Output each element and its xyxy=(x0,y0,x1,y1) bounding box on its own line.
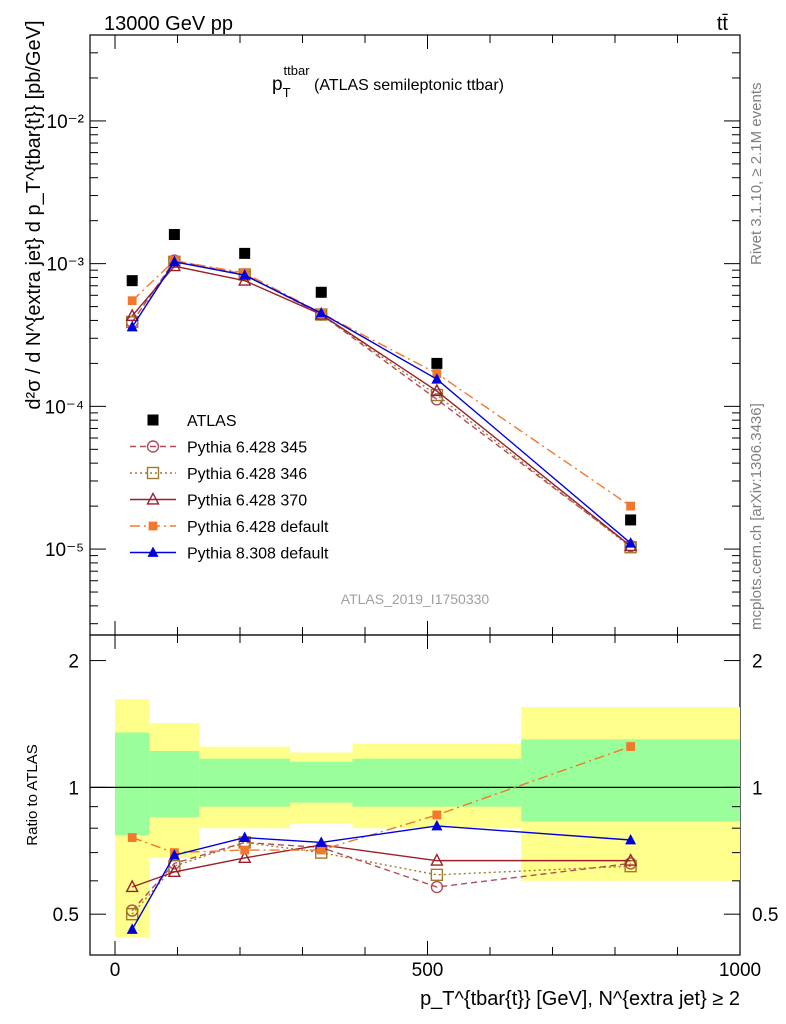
point-filled-triangle xyxy=(168,849,180,860)
plot-title: pTttbar (ATLAS semileptonic ttbar) xyxy=(272,63,504,100)
series-line xyxy=(131,259,632,507)
x-tick-label: 0 xyxy=(110,960,121,981)
main-series xyxy=(125,229,638,554)
ratio-y-tick-label: 0.5 xyxy=(53,905,79,926)
point-filled-triangle xyxy=(147,546,159,557)
point-open-triangle xyxy=(623,853,638,866)
point-filled-square xyxy=(127,296,137,306)
point-filled-triangle xyxy=(239,269,251,280)
legend-label: Pythia 6.428 345 xyxy=(187,440,307,457)
point-open-circle xyxy=(430,880,444,894)
point-open-triangle xyxy=(238,850,252,864)
process-label: tt̄ xyxy=(717,13,729,35)
point-filled-triangle xyxy=(239,831,251,842)
plot-title-sup: ttbar xyxy=(284,63,311,78)
x-axis-label: p_T^{tbar{t}} [GeV], N^{extra jet} ≥ 2 xyxy=(420,988,740,1010)
ratio-ylabel: Ratio to ATLAS xyxy=(24,744,41,845)
main-y-tick-label: 10⁻³ xyxy=(47,255,85,276)
analysis-id: ATLAS_2019_I1750330 xyxy=(341,591,490,607)
point-filled-triangle xyxy=(126,320,138,332)
point-filled-square xyxy=(626,501,636,511)
point-open-triangle xyxy=(125,879,139,893)
axis-ticks: 0 500 1000 10⁻² 10⁻³ 10⁻⁴ 10⁻⁵ 0.5 0.5 1 1 2 2 xyxy=(45,34,778,981)
main-ylabel: d²σ / d N^{extra jet} d p_T^{tbar{t}} [p… xyxy=(23,20,45,409)
point-open-triangle xyxy=(430,853,444,866)
data-point xyxy=(126,275,138,287)
point-filled-triangle xyxy=(431,373,443,384)
data-point xyxy=(431,357,443,369)
point-filled-triangle xyxy=(168,255,180,267)
legend-label: Pythia 6.428 default xyxy=(187,519,329,536)
x-tick-label: 500 xyxy=(412,960,444,981)
data-point xyxy=(239,247,251,259)
series-line xyxy=(131,265,632,547)
plot-title-sub: T xyxy=(283,85,291,100)
point-filled-triangle xyxy=(625,833,637,845)
point-open-square xyxy=(125,907,139,921)
ratio-series-line xyxy=(131,745,631,854)
point-filled-triangle xyxy=(126,923,138,934)
ratio-y-tick-label: 2 xyxy=(68,652,79,673)
point-filled-triangle xyxy=(625,537,637,548)
beam-label: 13000 GeV pp xyxy=(104,13,233,35)
point-open-triangle xyxy=(238,273,252,286)
data-point xyxy=(168,229,180,241)
mcplots-label: mcplots.cern.ch [arXiv:1306.3436] xyxy=(748,403,765,630)
main-y-tick-label: 10⁻⁴ xyxy=(45,397,84,418)
data-point xyxy=(315,286,327,298)
point-filled-triangle xyxy=(431,819,443,831)
point-filled-square xyxy=(240,845,250,855)
point-open-square xyxy=(430,868,444,882)
ratio-series-line xyxy=(131,825,631,930)
band-inner xyxy=(149,750,200,818)
data-point xyxy=(625,514,637,526)
uncertainty-bands xyxy=(115,699,740,938)
data-point xyxy=(147,414,159,426)
point-filled-triangle xyxy=(315,836,327,847)
ratio-y-tick-label: 0.5 xyxy=(752,905,778,926)
band-inner xyxy=(290,761,353,803)
point-open-triangle xyxy=(125,308,139,322)
point-open-triangle xyxy=(167,864,182,877)
plot-title-rest: (ATLAS semileptonic ttbar) xyxy=(310,77,504,94)
point-filled-square xyxy=(127,833,137,842)
point-open-square xyxy=(146,466,160,480)
point-open-circle xyxy=(146,440,160,453)
point-filled-square xyxy=(148,521,158,531)
legend-label: Pythia 6.428 370 xyxy=(187,493,307,510)
point-filled-square xyxy=(316,845,326,855)
ratio-series-line xyxy=(131,841,631,915)
ratio-y-tick-label: 2 xyxy=(752,652,763,673)
ratio-y-tick-label: 1 xyxy=(68,778,79,799)
ratio-y-tick-label: 1 xyxy=(752,778,763,799)
point-open-triangle xyxy=(146,491,160,505)
point-filled-square xyxy=(626,742,636,751)
band-inner xyxy=(352,758,522,807)
legend: ATLAS Pythia 6.428 345 Pythia 6.428 346 Pyt… xyxy=(130,413,329,563)
point-open-triangle xyxy=(430,383,444,397)
series-line xyxy=(131,261,632,544)
legend-label: ATLAS xyxy=(187,413,237,430)
band-inner xyxy=(199,758,290,807)
legend-label: Pythia 6.428 346 xyxy=(187,466,307,483)
ratio-series-line xyxy=(131,841,631,912)
main-y-tick-label: 10⁻² xyxy=(47,112,85,133)
x-tick-label: 1000 xyxy=(719,960,761,981)
ratio-series-line xyxy=(131,844,631,888)
main-y-tick-label: 10⁻⁵ xyxy=(45,540,84,561)
band-inner xyxy=(115,732,150,836)
series-line xyxy=(131,259,632,547)
legend-label: Pythia 8.308 default xyxy=(187,546,329,563)
rivet-label: Rivet 3.1.10, ≥ 2.1M events xyxy=(748,83,765,266)
band-inner xyxy=(521,739,740,822)
ratio-series xyxy=(125,742,638,934)
point-filled-square xyxy=(432,810,442,820)
point-filled-triangle xyxy=(315,307,327,318)
